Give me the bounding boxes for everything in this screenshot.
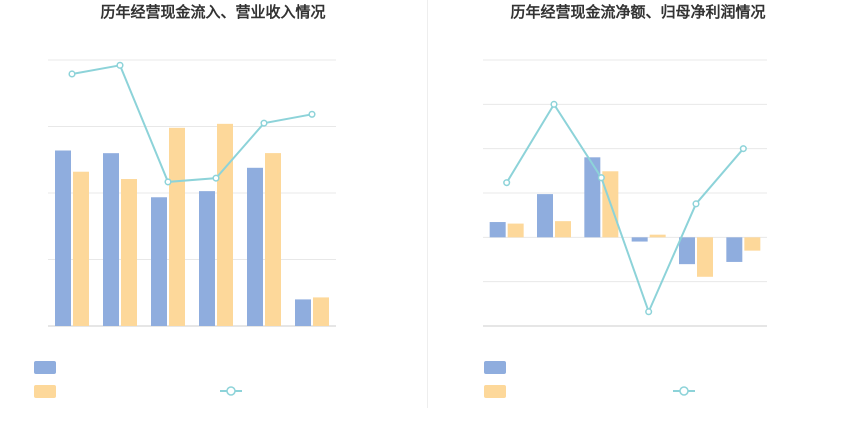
bar-secondary: [313, 297, 329, 326]
chart-title: 历年经营现金流入、营业收入情况: [100, 3, 325, 21]
bar-secondary: [649, 234, 666, 238]
line-point: [68, 70, 76, 78]
bar-primary: [103, 153, 119, 326]
bar-primary: [247, 167, 263, 326]
bar-primary: [631, 237, 648, 242]
bar-secondary: [169, 127, 185, 326]
chart-title: 历年经营现金流净额、归母净利润情况: [510, 3, 765, 21]
chart-right: 历年经营现金流净额、归母净利润情况: [483, 3, 767, 398]
line-point: [597, 174, 605, 182]
line-point: [739, 145, 747, 153]
bar-primary: [55, 150, 71, 326]
legend-swatch: [34, 361, 56, 374]
chart-left: 历年经营现金流入、营业收入情况: [34, 3, 336, 398]
bar-secondary: [121, 179, 137, 326]
bar-secondary: [697, 237, 713, 277]
line-point: [164, 178, 172, 186]
bar-secondary: [265, 153, 281, 326]
line-series: [505, 102, 745, 315]
bar-primary: [679, 237, 695, 265]
bar-secondary: [507, 223, 524, 238]
legend-swatch: [484, 361, 506, 374]
legend-swatch-point: [679, 386, 689, 396]
legend-swatch: [484, 385, 506, 398]
bar-primary: [295, 299, 311, 326]
bar-secondary: [217, 123, 233, 326]
line-point: [645, 308, 653, 316]
bar-primary: [151, 197, 167, 326]
bar-primary: [199, 191, 215, 326]
line-point: [212, 174, 220, 182]
bar-secondary: [555, 221, 571, 238]
line-point: [550, 100, 558, 108]
line-point: [308, 110, 316, 118]
bar-primary: [489, 222, 506, 238]
line-point: [116, 61, 124, 69]
bar-primary: [584, 157, 601, 238]
line-point: [692, 200, 700, 208]
legend-swatch: [34, 385, 56, 398]
bar-primary: [537, 194, 553, 238]
panel-divider: [427, 0, 428, 408]
line-series: [71, 64, 313, 183]
line-point: [260, 119, 268, 127]
line-point: [503, 179, 511, 187]
legend-swatch-point: [226, 386, 236, 396]
bar-secondary: [744, 237, 761, 251]
bar-primary: [726, 237, 743, 262]
bar-secondary: [73, 171, 89, 326]
